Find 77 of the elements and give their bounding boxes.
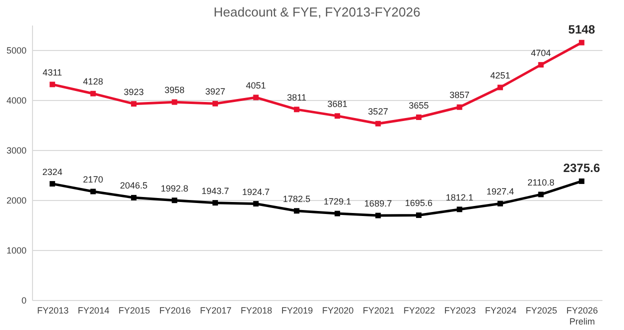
data-label: 1924.7	[242, 186, 270, 197]
x-tick-label: FY2023	[444, 306, 476, 316]
data-label: 2324	[42, 166, 62, 177]
point	[172, 198, 178, 204]
data-label: 2375.6	[563, 161, 600, 176]
data-label: 1782.5	[282, 194, 310, 204]
point	[334, 113, 340, 119]
data-label: 2170	[83, 174, 104, 184]
data-label: 3527	[368, 106, 388, 117]
point	[578, 178, 584, 184]
data-label: 1992.8	[160, 183, 188, 194]
data-label: 1689.7	[364, 198, 392, 209]
x-tick-label: FY2024	[484, 306, 516, 316]
data-label: 4051	[246, 80, 266, 90]
data-label: 5148	[568, 22, 596, 37]
data-label: 1695.6	[405, 198, 433, 208]
point	[416, 212, 422, 218]
point	[294, 106, 300, 112]
data-label: 2110.8	[528, 177, 554, 188]
point	[50, 82, 56, 88]
point	[294, 208, 300, 214]
y-tick-label: 5000	[6, 46, 26, 56]
point	[375, 212, 381, 218]
y-tick-label: 2000	[6, 196, 26, 206]
data-label: 1812.1	[446, 192, 474, 202]
data-label: 1943.7	[201, 186, 229, 196]
data-label: 3958	[164, 85, 185, 96]
y-tick-label: 3000	[6, 146, 26, 156]
point	[90, 90, 96, 96]
point	[253, 201, 259, 207]
x-tick-label: FY2017	[200, 306, 232, 316]
point	[131, 101, 137, 107]
data-label: 1729.1	[324, 196, 352, 207]
point	[50, 181, 56, 187]
x-tick-label: FY2020	[322, 306, 354, 316]
data-label: 3927	[205, 86, 226, 97]
point	[375, 120, 381, 126]
point	[131, 194, 137, 200]
data-label: 3811	[286, 92, 306, 102]
x-tick-label: FY2018	[240, 306, 272, 316]
data-label: 3655	[408, 100, 429, 110]
data-label: 4704	[530, 48, 551, 58]
y-tick-label: 0	[21, 296, 26, 306]
x-tick-label: FY2025	[526, 306, 558, 316]
x-tick-label: FY2013	[37, 306, 69, 316]
point	[416, 114, 422, 120]
point	[578, 40, 584, 46]
x-tick-label: FY2016	[159, 306, 191, 316]
point	[538, 62, 544, 68]
point	[334, 210, 340, 216]
y-tick-label: 4000	[6, 96, 26, 106]
point	[253, 94, 259, 100]
chart-title: Headcount & FYE, FY2013-FY2026	[214, 4, 420, 20]
x-tick-label: FY2021	[362, 306, 394, 316]
point	[497, 84, 503, 90]
point	[212, 200, 218, 206]
data-label: 2046.5	[120, 180, 148, 191]
data-label: 1927.4	[486, 186, 514, 197]
data-label: 4251	[490, 70, 510, 80]
point	[212, 100, 218, 106]
point	[456, 206, 462, 212]
x-tick-label: FY2015	[118, 306, 150, 316]
point	[456, 104, 462, 110]
point	[538, 192, 544, 198]
y-tick-label: 1000	[6, 246, 26, 256]
data-label: 3857	[449, 90, 470, 100]
data-label: 4311	[42, 67, 62, 78]
x-tick-label: FY2026 Prelim	[566, 306, 598, 326]
x-tick-label: FY2022	[404, 306, 436, 316]
data-label: 3923	[124, 86, 144, 97]
x-tick-label: FY2019	[281, 306, 313, 316]
data-label: 3681	[327, 98, 348, 109]
x-tick-label: FY2014	[78, 306, 110, 316]
point	[497, 200, 503, 206]
data-label: 4128	[83, 76, 104, 87]
point	[90, 188, 96, 194]
point	[172, 99, 178, 105]
